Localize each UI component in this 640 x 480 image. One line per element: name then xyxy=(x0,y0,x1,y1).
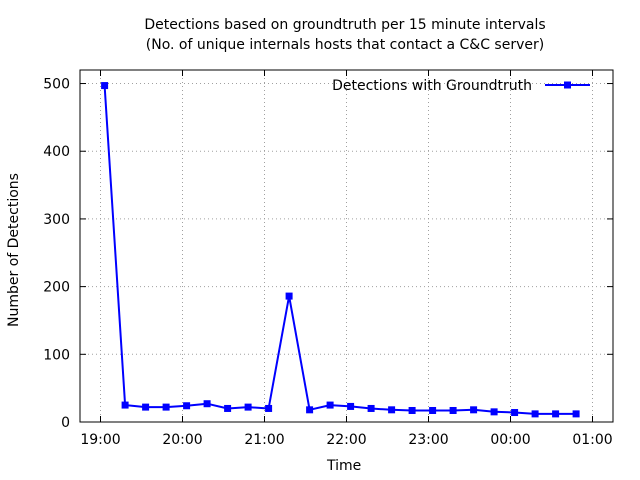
legend-marker xyxy=(564,81,571,89)
data-point xyxy=(101,82,109,90)
y-tick-label: 0 xyxy=(61,415,70,431)
chart-subtitle: (No. of unique internals hosts that cont… xyxy=(145,37,545,53)
data-point xyxy=(183,402,191,410)
data-point xyxy=(347,402,355,410)
x-tick-label: 20:00 xyxy=(162,432,202,448)
data-point xyxy=(408,406,416,414)
data-point xyxy=(326,401,334,409)
chart-title: Detections based on groundtruth per 15 m… xyxy=(144,17,546,33)
data-point xyxy=(244,403,252,411)
x-tick-label: 19:00 xyxy=(80,432,120,448)
data-point xyxy=(224,404,232,412)
data-point xyxy=(429,406,437,414)
y-tick-label: 400 xyxy=(43,144,70,160)
data-point xyxy=(265,404,273,412)
data-point xyxy=(121,401,129,409)
data-point xyxy=(285,292,293,300)
data-point xyxy=(531,410,539,418)
data-point xyxy=(449,406,457,414)
y-tick-label: 500 xyxy=(43,77,70,93)
x-axis-label: Time xyxy=(327,458,362,474)
y-tick-label: 200 xyxy=(43,280,70,296)
data-point xyxy=(470,406,478,414)
data-point xyxy=(306,406,314,414)
x-tick-label: 00:00 xyxy=(490,432,530,448)
data-point xyxy=(572,410,580,418)
data-point xyxy=(162,403,170,411)
x-tick-label: 22:00 xyxy=(326,432,366,448)
data-point xyxy=(367,404,375,412)
data-point xyxy=(142,403,150,411)
y-axis-label: Number of Detections xyxy=(6,173,22,327)
series-line xyxy=(103,85,577,415)
x-tick-label: 23:00 xyxy=(408,432,448,448)
data-point xyxy=(490,408,498,416)
x-tick-label: 21:00 xyxy=(244,432,284,448)
data-point xyxy=(203,400,211,408)
data-point xyxy=(511,409,519,417)
y-tick-label: 300 xyxy=(43,212,70,228)
x-tick-label: 01:00 xyxy=(572,432,612,448)
y-tick-label: 100 xyxy=(43,347,70,363)
data-point xyxy=(388,406,396,414)
legend-label: Detections with Groundtruth xyxy=(332,78,532,94)
data-point xyxy=(552,410,560,418)
